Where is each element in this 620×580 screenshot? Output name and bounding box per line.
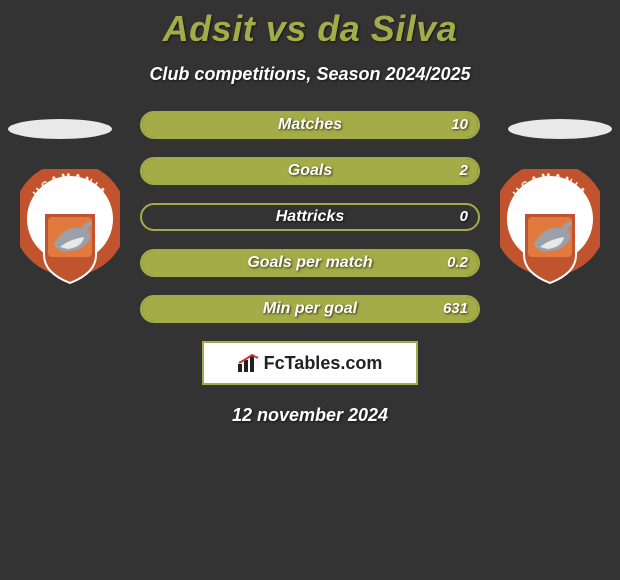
player-avatar-left <box>8 119 112 139</box>
club-badge-right: USAMANIA <box>500 169 600 285</box>
stat-rows-container: 10Matches 2Goals 0Hattricks 0.2Goals per ma… <box>140 111 480 323</box>
stat-value-left <box>142 205 162 229</box>
stat-value-right: 2 <box>450 159 478 183</box>
stat-fill-right <box>142 251 478 275</box>
stat-row: 0.2Goals per match <box>140 249 480 277</box>
brand-text: FcTables.com <box>264 353 383 374</box>
club-badge-left: USAMANIA <box>20 169 120 285</box>
bar-chart-icon <box>238 354 260 372</box>
stat-value-right: 10 <box>441 113 478 137</box>
date-text: 12 november 2024 <box>0 405 620 426</box>
stat-value-left <box>142 297 162 321</box>
brand-box: FcTables.com <box>202 341 418 385</box>
stat-label: Hattricks <box>142 205 478 229</box>
stat-value-right: 0 <box>450 205 478 229</box>
stat-row: 10Matches <box>140 111 480 139</box>
stat-value-right: 0.2 <box>437 251 478 275</box>
stat-value-left <box>142 159 162 183</box>
stat-row: 631Min per goal <box>140 295 480 323</box>
stat-row: 0Hattricks <box>140 203 480 231</box>
player-avatar-right <box>508 119 612 139</box>
stat-fill-right <box>142 113 478 137</box>
stat-value-right: 631 <box>433 297 478 321</box>
stat-fill-right <box>142 159 478 183</box>
stats-area: USAMANIA USAMANIA 10Matches 2Goals 0Hattri… <box>0 111 620 323</box>
stat-fill-right <box>142 297 478 321</box>
brand-logo: FcTables.com <box>238 353 383 374</box>
page-subtitle: Club competitions, Season 2024/2025 <box>0 64 620 85</box>
stat-value-left <box>142 113 162 137</box>
stat-value-left <box>142 251 162 275</box>
stat-row: 2Goals <box>140 157 480 185</box>
page-title: Adsit vs da Silva <box>0 0 620 50</box>
